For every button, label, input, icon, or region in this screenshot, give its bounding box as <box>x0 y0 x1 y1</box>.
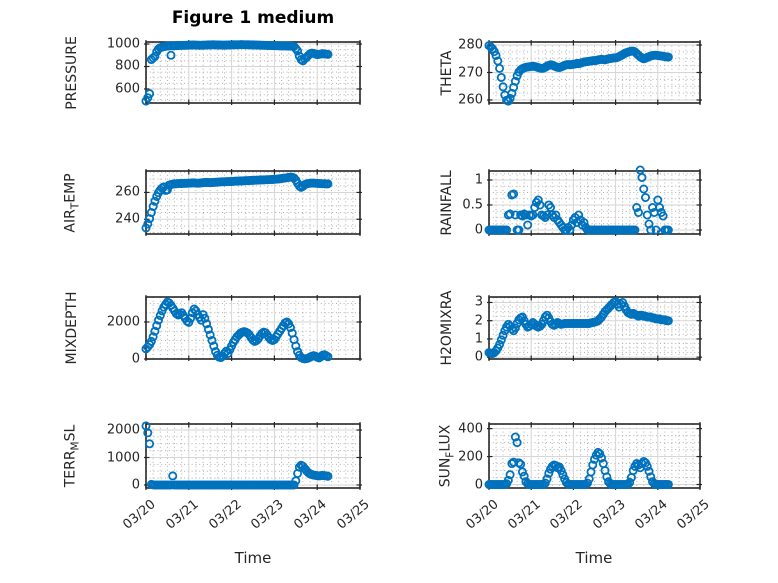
ylabel-air_temp: AIRTEMP <box>62 172 82 233</box>
ytick-label-sun_flux: 200 <box>458 449 483 465</box>
ytick-label-air_temp: 240 <box>115 211 140 227</box>
xtick-label-03-24: 03/24 <box>632 497 671 533</box>
xtick-label-03-21: 03/21 <box>505 497 544 533</box>
x-axis-label-left: Time <box>234 549 272 567</box>
ytick-label-pressure: 600 <box>115 81 140 97</box>
ylabel-pressure: PRESSURE <box>64 35 80 110</box>
xtick-label-03-25: 03/25 <box>334 497 373 533</box>
ylabel-h2omixra: H2OMIXRA <box>439 290 455 366</box>
ytick-label-h2omixra: 2 <box>474 313 483 329</box>
subplot-sun_flux-plot <box>484 422 702 490</box>
xtick-label-03-23: 03/23 <box>248 497 288 533</box>
ytick-label-terr_msl: 2000 <box>106 422 140 438</box>
ytick-label-h2omixra: 1 <box>474 331 483 347</box>
ytick-label-sun_flux: 400 <box>458 421 483 437</box>
ytick-label-rainfall: 0.5 <box>462 197 483 213</box>
ylabel-rainfall: RAINFALL <box>439 169 455 236</box>
ytick-label-pressure: 800 <box>115 58 140 74</box>
ytick-label-terr_msl: 1000 <box>106 450 140 465</box>
subplot-air_temp-plot <box>141 169 362 236</box>
ytick-label-theta: 260 <box>458 92 483 108</box>
subplot-h2omixra-plot <box>484 295 702 361</box>
xtick-label-03-20: 03/20 <box>463 497 502 533</box>
subplot-mixdepth-plot <box>141 295 362 364</box>
xtick-label-03-20: 03/20 <box>120 497 159 533</box>
ytick-label-pressure: 1000 <box>106 36 140 52</box>
figure-title: Figure 1 medium <box>171 8 335 28</box>
ytick-label-theta: 280 <box>458 37 483 53</box>
ytick-label-terr_msl: 0 <box>131 477 140 493</box>
subplot-pressure-plot <box>141 40 362 106</box>
ytick-label-sun_flux: 0 <box>474 477 483 492</box>
subplot-theta-plot <box>484 40 702 106</box>
ytick-label-rainfall: 0 <box>474 222 483 238</box>
subplot-terr_msl-plot <box>141 421 362 490</box>
xtick-label-03-21: 03/21 <box>163 497 202 533</box>
ylabel-terr_msl: TERRMSL <box>62 424 82 488</box>
ylabel-sun_flux: SUNFLUX <box>437 424 457 488</box>
ytick-label-h2omixra: 0 <box>474 349 483 365</box>
ylabel-mixdepth: MIXDEPTH <box>64 291 80 365</box>
xtick-label-03-23: 03/23 <box>589 497 629 533</box>
subplot-rainfall-plot <box>484 165 702 236</box>
ytick-label-air_temp: 260 <box>115 184 140 200</box>
ytick-label-mixdepth: 0 <box>131 351 140 367</box>
ytick-label-mixdepth: 2000 <box>106 314 140 330</box>
ytick-label-h2omixra: 3 <box>474 294 483 310</box>
xtick-label-03-22: 03/22 <box>205 497 245 533</box>
xtick-label-03-24: 03/24 <box>291 497 330 533</box>
ylabel-theta: THETA <box>439 50 455 95</box>
xtick-label-03-22: 03/22 <box>547 497 587 533</box>
x-axis-label-right: Time <box>575 549 613 567</box>
ytick-label-rainfall: 1 <box>474 172 483 188</box>
xtick-label-03-25: 03/25 <box>674 497 713 533</box>
ytick-label-theta: 270 <box>458 65 483 80</box>
